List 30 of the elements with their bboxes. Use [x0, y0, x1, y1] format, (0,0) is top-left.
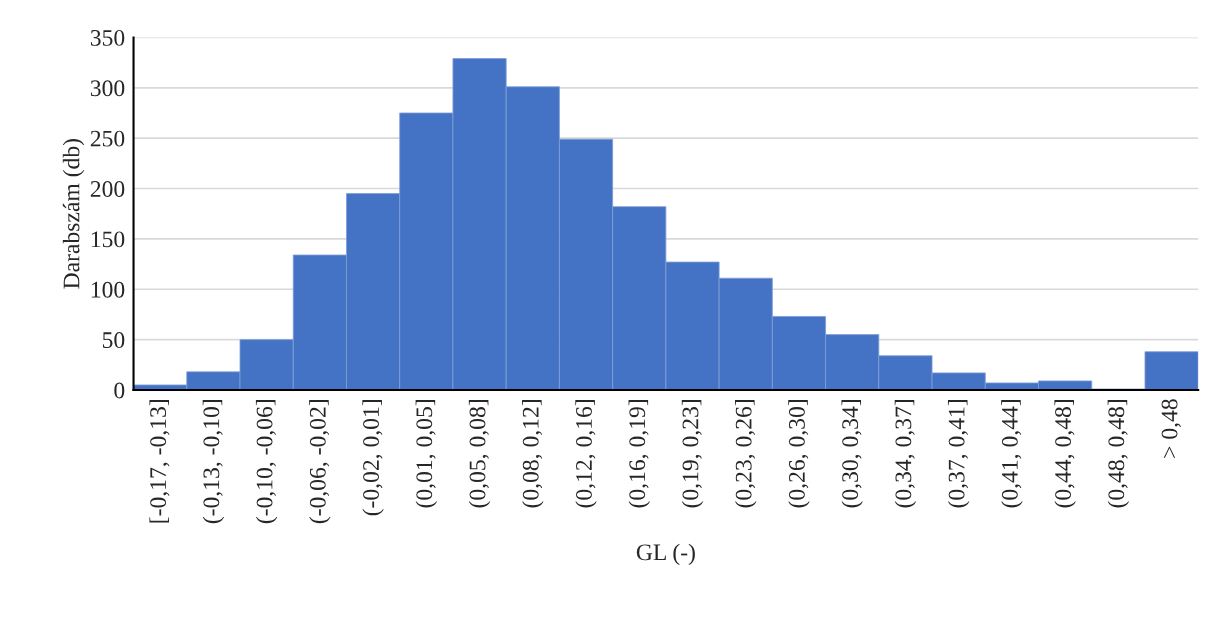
x-tick-label: (0,16, 0,19] — [628, 400, 650, 508]
y-tick-label: 0 — [114, 382, 125, 399]
x-tick-label: (0,48, 0,48] — [1107, 400, 1130, 508]
x-tick-label: (0,08, 0,12] — [522, 400, 544, 508]
x-tick-label: (0,19, 0,23] — [681, 400, 704, 508]
x-tick-label: (0,05, 0,08] — [468, 400, 491, 508]
y-tick-label: 200 — [90, 181, 125, 197]
x-tick-label: (-0,02, 0,01] — [362, 400, 384, 516]
y-tick-label: 150 — [91, 231, 125, 248]
x-tick-label: (0,44, 0,48] — [1054, 400, 1076, 508]
y-tick-label: 50 — [102, 332, 125, 349]
x-tick-label: [-0,17, -0,13] — [149, 400, 170, 523]
x-tick-label: (0,37, 0,41] — [947, 400, 970, 508]
x-tick-label: > 0,48 — [1161, 399, 1181, 458]
x-tick-label: (-0,13, -0,10] — [202, 400, 225, 524]
x-axis-title: GL (-) — [636, 543, 695, 566]
x-tick-label: (0,41, 0,44] — [1001, 400, 1023, 508]
x-tick-label: (0,01, 0,05] — [415, 400, 438, 508]
y-tick-label: 350 — [90, 29, 125, 46]
x-tick-label: (0,34, 0,37] — [894, 400, 917, 508]
x-tick-label: (0,30, 0,34] — [841, 400, 863, 508]
y-tick-label: 100 — [91, 281, 125, 298]
y-tick-label: 300 — [90, 80, 125, 97]
x-tick-label: (0,12, 0,16] — [575, 400, 597, 508]
y-tick-label: 250 — [90, 130, 125, 147]
x-tick-label: (-0,10, -0,06] — [255, 400, 278, 524]
x-tick-label: (0,23, 0,26] — [735, 400, 757, 508]
y-axis-title: Darabszám (db) — [62, 139, 85, 289]
x-tick-label: (-0,06, -0,02] — [309, 400, 331, 524]
x-tick-label: (0,26, 0,30] — [788, 400, 810, 508]
